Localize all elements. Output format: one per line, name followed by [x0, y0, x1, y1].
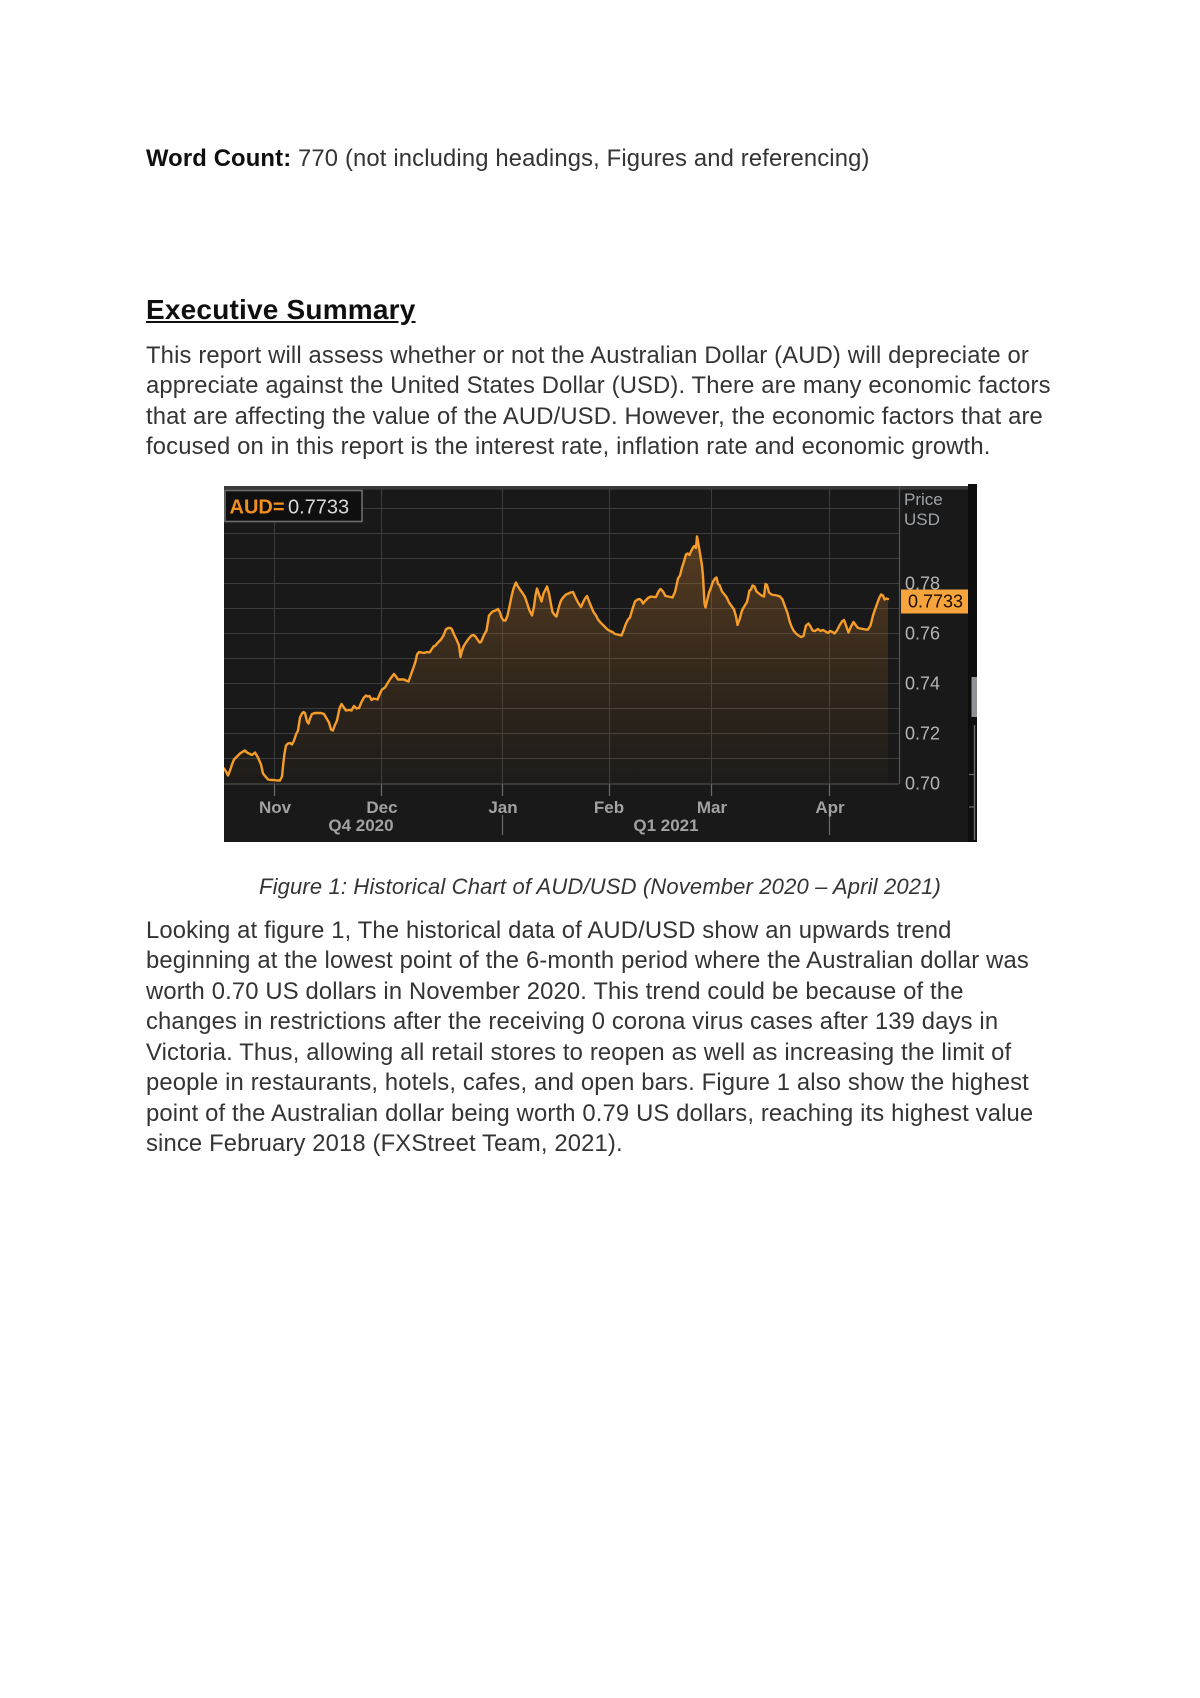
svg-text:Jan: Jan: [488, 798, 517, 817]
svg-text:0.7733: 0.7733: [908, 592, 963, 612]
svg-text:Dec: Dec: [366, 798, 397, 817]
svg-text:Mar: Mar: [697, 798, 728, 817]
svg-text:0.76: 0.76: [905, 624, 940, 644]
svg-text:Q4 2020: Q4 2020: [328, 816, 393, 835]
svg-text:Apr: Apr: [815, 798, 845, 817]
svg-text:0.78: 0.78: [905, 574, 940, 594]
svg-text:0.72: 0.72: [905, 724, 940, 744]
svg-text:Feb: Feb: [594, 798, 624, 817]
svg-text:0.74: 0.74: [905, 674, 940, 694]
svg-text:Nov: Nov: [259, 798, 292, 817]
svg-text:Price: Price: [904, 490, 943, 509]
svg-text:0.7733: 0.7733: [288, 497, 349, 519]
svg-text:USD: USD: [904, 510, 940, 529]
svg-text:AUD=: AUD=: [230, 497, 285, 519]
svg-text:Q1 2021: Q1 2021: [633, 816, 698, 835]
svg-text:0.70: 0.70: [905, 774, 940, 794]
